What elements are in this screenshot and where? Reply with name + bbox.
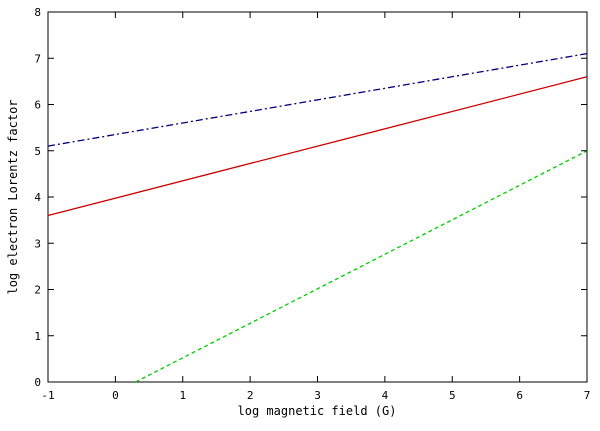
series-line-3 xyxy=(135,150,588,383)
x-tick-label: 4 xyxy=(382,389,389,402)
y-tick-label: 5 xyxy=(34,145,41,158)
y-tick-label: 4 xyxy=(34,191,41,204)
plot-frame xyxy=(47,11,588,383)
y-tick-label: 0 xyxy=(34,376,41,389)
series-layer xyxy=(47,52,588,383)
x-tick-label: 2 xyxy=(247,389,254,402)
y-tick-label: 1 xyxy=(34,330,41,343)
series-line-1 xyxy=(47,52,588,147)
x-axis-title: log magnetic field (G) xyxy=(238,404,397,418)
x-tick-label: 5 xyxy=(449,389,456,402)
y-axis-title: log electron Lorentz factor xyxy=(6,99,20,294)
series-line-2 xyxy=(47,76,588,217)
x-tick-label: 3 xyxy=(314,389,321,402)
x-tick-label: 0 xyxy=(112,389,119,402)
y-tick-label: 7 xyxy=(34,52,41,65)
x-tick-label: 1 xyxy=(179,389,186,402)
y-tick-label: 3 xyxy=(34,237,41,250)
x-tick-label: -1 xyxy=(41,389,54,402)
y-tick-label: 6 xyxy=(34,99,41,112)
x-tick-label: 6 xyxy=(516,389,523,402)
y-tick-label: 8 xyxy=(34,6,41,19)
y-tick-label: 2 xyxy=(34,284,41,297)
x-tick-label: 7 xyxy=(584,389,591,402)
